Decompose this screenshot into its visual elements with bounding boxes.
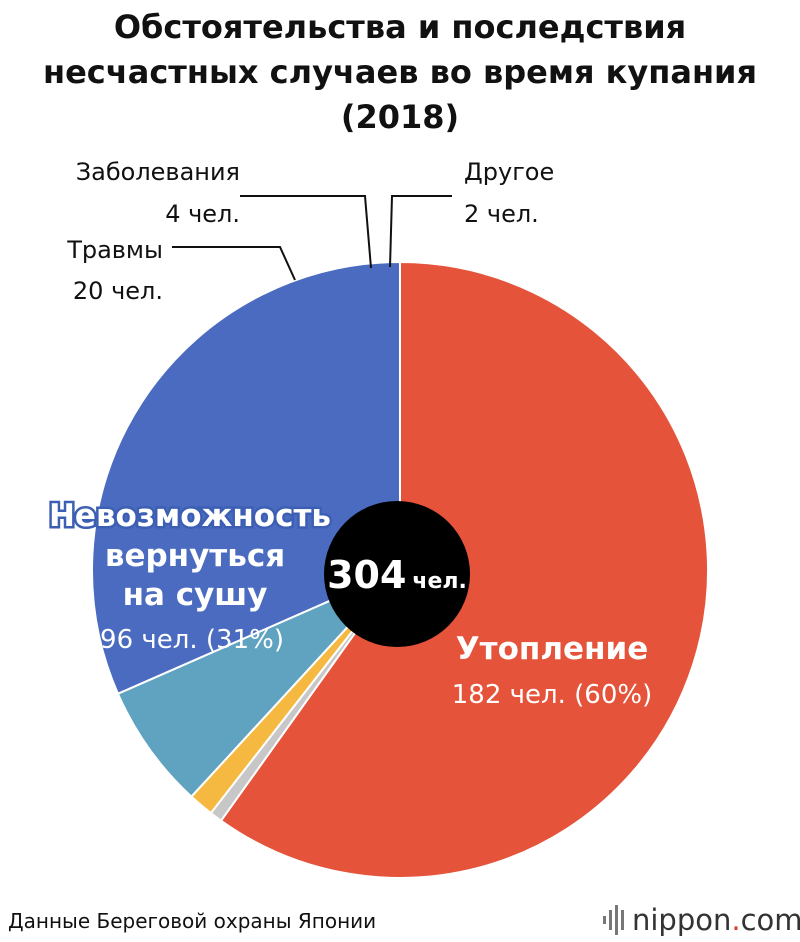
brand-main: nippon — [632, 903, 731, 937]
center-total-value: 304 — [327, 553, 406, 597]
slice-value-illness: 4 чел. — [165, 200, 240, 228]
slice-label-unable-line-3: на сушу — [123, 577, 268, 613]
slice-label-unable-line-2: вернуться — [105, 538, 285, 574]
pie-slice-injuries — [116, 569, 401, 799]
slice-label-unable-line-1: Невозможность — [49, 498, 331, 534]
pie-slice-unable-to-return — [91, 260, 401, 696]
slice-label-other: Другое — [464, 158, 554, 186]
chart-title-line-1: Обстоятельства и последствия — [114, 8, 686, 46]
leader-line-other — [389, 195, 452, 268]
source-note: Данные Береговой охраны Японии — [8, 909, 376, 933]
slice-value-injuries: 20 чел. — [73, 277, 163, 305]
slice-value-drowning: 182 чел. (60%) — [452, 680, 652, 710]
center-total-circle — [324, 501, 470, 647]
chart-title-line-2: несчастных случаев во время купания — [43, 53, 757, 91]
brand-tld: com — [741, 903, 800, 937]
slice-value-other: 2 чел. — [464, 200, 539, 228]
leader-line-injuries — [172, 246, 296, 281]
brand-dot: . — [731, 903, 740, 937]
nippon-logo: nippon.com — [603, 903, 800, 937]
slice-label-drowning: Утопление — [456, 631, 648, 667]
sound-wave-icon — [603, 905, 624, 935]
leader-line-illness — [240, 195, 372, 269]
slice-label-injuries: Травмы — [66, 236, 163, 264]
chart-title-line-3: (2018) — [341, 98, 459, 136]
center-total-unit: чел. — [412, 569, 467, 594]
brand-text: nippon.com — [632, 903, 800, 937]
center-total: 304 чел. — [327, 553, 467, 597]
slice-value-unable: 96 чел. (31%) — [100, 625, 284, 655]
slice-label-illness: Заболевания — [76, 158, 240, 186]
